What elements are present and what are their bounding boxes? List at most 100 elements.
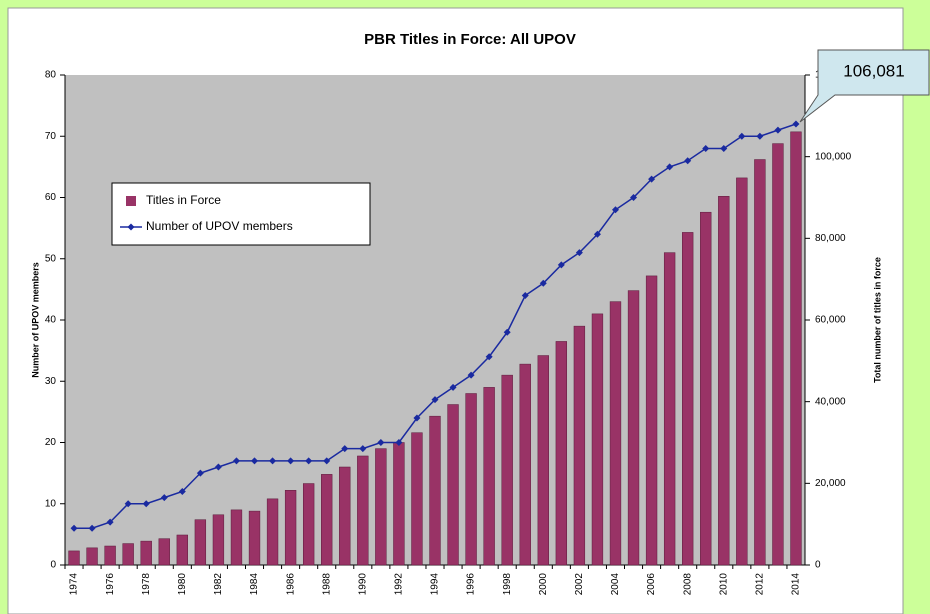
y-tick-label: 40 (45, 315, 57, 326)
line-marker (323, 457, 331, 465)
bar (266, 498, 279, 566)
bar (736, 177, 748, 566)
x-tick-label: 1986 (285, 573, 296, 596)
x-tick-label: 2008 (682, 573, 693, 596)
line-marker (178, 488, 186, 495)
bar (790, 131, 802, 566)
line-marker (774, 126, 782, 134)
x-tick-label: 1982 (213, 573, 224, 596)
line-marker (666, 163, 674, 171)
legend-marker (127, 223, 135, 231)
callout (799, 49, 930, 123)
bar (411, 432, 423, 566)
x-tick-label: 1984 (249, 573, 260, 596)
y-tick-label: 0 (50, 560, 56, 571)
x-tick-label: 1978 (141, 573, 152, 596)
line-marker (756, 132, 764, 140)
bar (357, 455, 369, 566)
bar (302, 483, 315, 566)
bar (194, 519, 207, 566)
y-tick-label: 50 (45, 253, 57, 264)
line-marker (684, 157, 692, 165)
line-marker (88, 524, 96, 532)
legend-label: Titles in Force (146, 193, 221, 207)
line-marker (359, 445, 367, 453)
legend-box (111, 182, 371, 246)
y-tick-label: 30 (45, 376, 57, 387)
bar (176, 534, 188, 566)
y2-tick-label: 40,000 (815, 396, 846, 407)
line-marker (792, 120, 800, 128)
line-marker (142, 500, 150, 508)
x-tick-label: 1998 (502, 573, 513, 596)
legend-label: Number of UPOV members (146, 219, 293, 233)
bar (393, 442, 405, 566)
bar (718, 196, 730, 566)
x-tick-label: 2006 (646, 573, 657, 596)
bar (700, 211, 712, 566)
x-tick-label: 2004 (610, 573, 621, 596)
bar (104, 545, 116, 566)
legend-swatch (126, 196, 136, 206)
x-tick-label: 1994 (430, 573, 441, 596)
line-marker (160, 494, 168, 502)
y-tick-label: 10 (45, 498, 57, 509)
bar (321, 474, 333, 566)
bar (140, 540, 152, 566)
x-tick-label: 1980 (177, 573, 188, 596)
bar (645, 275, 658, 566)
x-tick-label: 1992 (394, 573, 405, 596)
x-tick-label: 2002 (574, 573, 585, 596)
line-marker (449, 383, 457, 391)
line-marker (702, 145, 710, 152)
bar (284, 490, 297, 566)
bar (248, 510, 261, 566)
bar (519, 363, 531, 566)
line-marker (214, 463, 222, 471)
x-tick-label: 2010 (718, 573, 729, 596)
y-tick-label: 70 (45, 131, 57, 142)
line-marker (124, 500, 132, 508)
bar (375, 448, 387, 566)
bar (754, 159, 766, 566)
x-tick-label: 1996 (466, 573, 477, 596)
y-axis-label: Number of UPOV members (30, 262, 40, 378)
bar (627, 290, 640, 566)
bar (501, 374, 513, 566)
x-tick-label: 2012 (755, 573, 766, 596)
bar (339, 466, 351, 566)
line-marker (648, 175, 656, 183)
y-tick-label: 80 (45, 70, 57, 81)
bar (447, 404, 459, 566)
bar (682, 232, 694, 566)
line-marker (485, 353, 493, 361)
chart-title: PBR Titles in Force: All UPOV (364, 31, 576, 48)
line-marker (196, 469, 204, 477)
y-tick-label: 60 (45, 192, 57, 203)
line-marker (287, 457, 295, 465)
y2-tick-label: 60,000 (815, 315, 846, 326)
bar (122, 543, 134, 566)
line-marker (251, 457, 259, 465)
line-marker (630, 194, 638, 201)
bar (158, 538, 170, 566)
y-tick-label: 20 (45, 437, 57, 448)
y2-tick-label: 100,000 (815, 151, 852, 162)
bar (555, 341, 568, 566)
bar (86, 547, 98, 566)
line-marker (341, 445, 349, 453)
bar (483, 387, 495, 566)
bar (230, 509, 243, 566)
line-marker (467, 371, 475, 379)
line-marker (431, 396, 439, 404)
line-marker (106, 518, 114, 526)
x-tick-label: 1988 (321, 573, 332, 596)
line-marker (521, 292, 529, 299)
bar (772, 143, 784, 566)
x-tick-label: 2014 (791, 573, 802, 596)
line-marker (70, 524, 78, 532)
bar (212, 514, 225, 566)
y2-axis-label: Total number of titles in force (872, 257, 882, 383)
y2-tick-label: 20,000 (815, 478, 846, 489)
